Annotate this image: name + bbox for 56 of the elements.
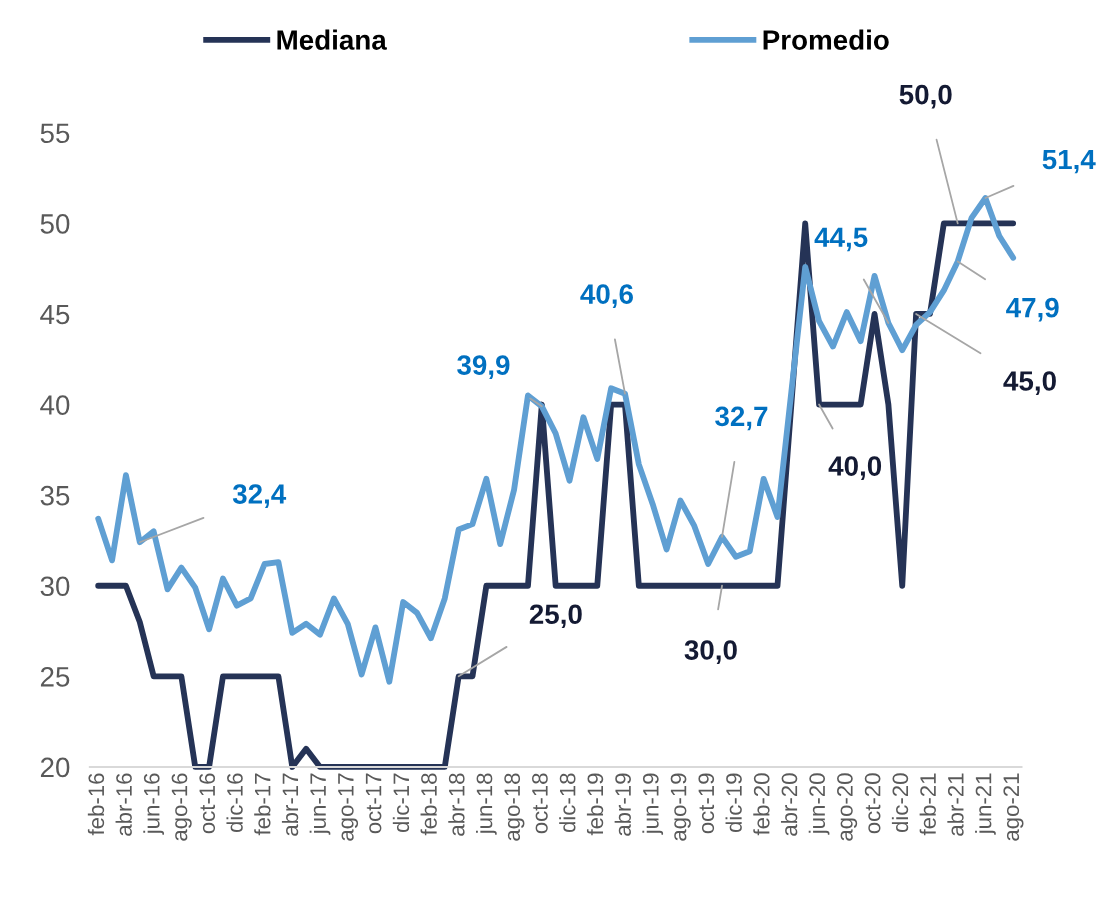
x-tick-label: jun-20 [808, 773, 830, 835]
data-label: 25,0 [529, 604, 582, 629]
x-tick-label: feb-20 [753, 773, 770, 836]
x-tick-label: feb-18 [420, 773, 437, 836]
x-tick-label: abr-21 [947, 773, 964, 836]
x-tick-label: dic-16 [226, 773, 243, 833]
x-tick-label: oct-18 [532, 773, 548, 834]
x-tick-label: ago-19 [670, 773, 691, 841]
x-tick-label: jun-17 [309, 773, 331, 835]
x-tick-label: ago-16 [171, 773, 192, 841]
data-label: 30,0 [684, 640, 737, 664]
y-tick-label: 30 [40, 576, 70, 597]
data-label: 51,4 [1042, 149, 1096, 174]
x-tick-label: ago-18 [504, 773, 525, 841]
data-label: 32,4 [232, 484, 287, 508]
y-tick-label: 25 [40, 667, 70, 687]
x-tick-label: ago-20 [837, 773, 858, 841]
data-label: 40,6 [580, 284, 633, 308]
y-tick-label: 45 [40, 304, 70, 325]
data-label: 40,0 [828, 456, 882, 480]
x-tick-label: ago-21 [1003, 773, 1024, 841]
x-tick-label: dic-17 [392, 773, 410, 833]
x-tick-label: abr-18 [448, 773, 465, 836]
x-tick-label: jun-19 [642, 773, 664, 835]
x-tick-label: feb-19 [586, 773, 604, 836]
x-tick-label: ago-17 [338, 773, 359, 841]
x-tick-label: dic-18 [559, 773, 576, 833]
x-tick-label: oct-16 [199, 773, 216, 834]
x-tick-label: jun-18 [476, 773, 497, 835]
x-tick-label: abr-20 [780, 773, 798, 836]
x-tick-label: abr-19 [614, 773, 631, 836]
x-tick-label: oct-17 [365, 773, 382, 834]
x-tick-label: jun-16 [143, 773, 164, 835]
x-tick-label: dic-19 [725, 773, 742, 833]
x-tick-label: jun-21 [975, 773, 996, 835]
x-tick-label: oct-20 [864, 773, 881, 834]
x-tick-label: feb-17 [254, 773, 271, 836]
data-label: 45,0 [1003, 371, 1056, 395]
y-tick-label: 40 [40, 395, 70, 415]
y-tick-label: 50 [40, 214, 70, 234]
x-tick-label: dic-20 [891, 773, 909, 833]
y-tick-label: 35 [40, 485, 70, 506]
y-tick-label: 55 [40, 123, 70, 144]
legend-label: Promedio [763, 29, 889, 50]
x-tick-label: abr-16 [115, 773, 132, 836]
x-tick-label: abr-17 [281, 773, 299, 836]
data-label: 32,7 [715, 406, 768, 431]
data-label: 47,9 [1006, 297, 1059, 322]
y-tick-label: 20 [40, 757, 70, 778]
legend-label: Mediana [277, 29, 387, 50]
data-label: 44,5 [814, 227, 868, 252]
x-tick-label: feb-16 [87, 773, 105, 836]
x-tick-label: oct-19 [698, 773, 715, 834]
data-label: 39,9 [457, 355, 510, 379]
x-tick-label: feb-21 [919, 773, 936, 836]
data-label: 50,0 [899, 84, 952, 109]
